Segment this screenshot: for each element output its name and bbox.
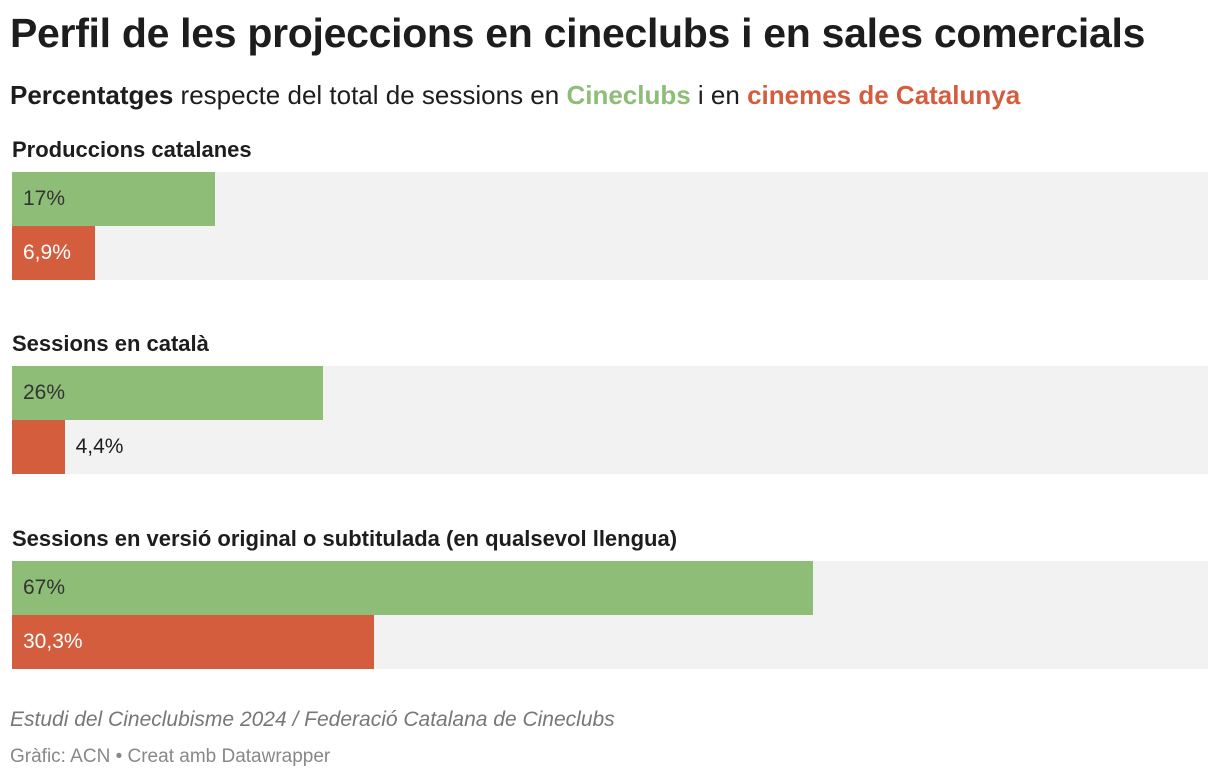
bar-group: Produccions catalanes 17% 6,9% (12, 136, 1208, 280)
value-label: 26% (23, 381, 66, 404)
value-label: 6,9% (23, 241, 71, 264)
chart-title: Perfil de les projeccions en cineclubs i… (10, 10, 1146, 56)
bar-group: Sessions en català 26% 4,4% (12, 330, 1208, 474)
bar-group: Sessions en versió original o subtitulad… (12, 525, 1208, 669)
category-label: Sessions en català (12, 331, 209, 356)
bar-cinemes (12, 226, 95, 280)
value-label: 4,4% (75, 435, 124, 458)
legend-cineclubs: Cineclubs (566, 80, 691, 110)
bar-cineclubs (12, 172, 216, 226)
bar-track: 26% 4,4% (12, 366, 1208, 474)
bar-track: 17% 6,9% (12, 172, 1208, 280)
subtitle-text: respecte del total de sessions en (173, 80, 567, 110)
legend-cinemes: cinemes de Catalunya (747, 80, 1021, 110)
value-label: 30,3% (23, 630, 83, 653)
bar-cineclubs (12, 366, 323, 420)
category-label: Sessions en versió original o subtitulad… (12, 526, 678, 551)
bar-track: 67% 30,3% (12, 561, 1208, 669)
bar-cineclubs (12, 561, 814, 615)
category-label: Produccions catalanes (12, 137, 252, 162)
chart-subtitle: Percentatges respecte del total de sessi… (10, 80, 1020, 111)
bar-cinemes (12, 420, 65, 474)
subtitle-bold: Percentatges (10, 80, 174, 110)
value-label: 17% (23, 187, 66, 210)
credit-note: Gràfic: ACN • Creat amb Datawrapper (10, 746, 331, 767)
value-label: 67% (23, 576, 66, 599)
source-note: Estudi del Cineclubisme 2024 / Federació… (10, 708, 615, 731)
bar-cinemes (12, 615, 375, 669)
subtitle-text-2: i en (690, 80, 748, 110)
